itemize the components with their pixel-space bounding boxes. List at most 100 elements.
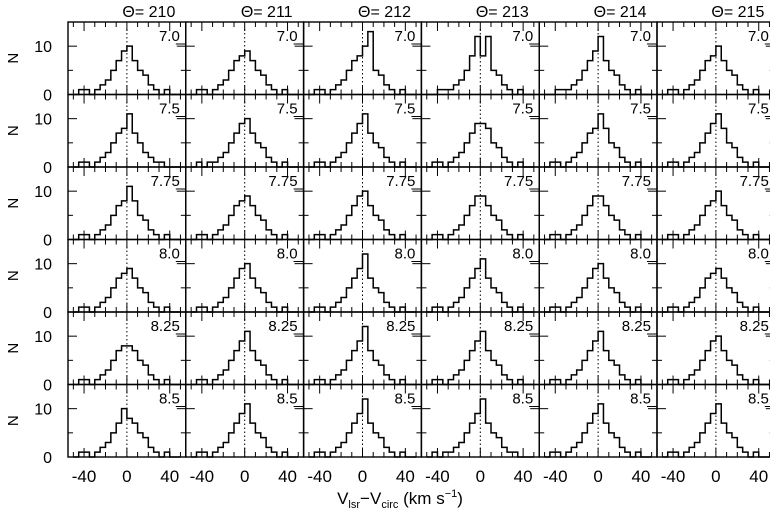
- panel-r4-c3: 8.25: [420, 311, 540, 386]
- y-tick-label: 0: [43, 233, 52, 250]
- panel-r5-c3: 8.5: [420, 383, 540, 458]
- histogram-series: [544, 113, 652, 168]
- histogram-series: [662, 403, 770, 458]
- panel-r5-c5: 8.5: [656, 383, 770, 458]
- x-tick-label: -40: [307, 467, 332, 486]
- r-value-label: 8.25: [740, 318, 769, 335]
- y-tick-label: 0: [43, 378, 52, 395]
- y-axis-title: N: [5, 198, 22, 209]
- r-value-label: 8.25: [386, 318, 415, 335]
- panel-r0-c1: 7.0: [185, 21, 305, 96]
- histogram-series: [191, 50, 299, 96]
- histogram-series: [544, 330, 652, 386]
- theta-column-label: Θ= 212: [358, 4, 411, 21]
- y-tick-label: 10: [34, 257, 52, 274]
- x-tick-label: 40: [514, 467, 533, 486]
- x-tick-label: 0: [358, 467, 367, 486]
- theta-column-label: Θ= 214: [594, 4, 647, 21]
- x-tick-label: -40: [72, 467, 97, 486]
- panel-r0-c2: 7.0: [302, 21, 423, 96]
- x-tick-label: 0: [711, 467, 720, 486]
- y-tick-label: 0: [43, 305, 52, 322]
- x-axis-title-unit: (km s: [398, 489, 444, 508]
- panel-r5-c4: 8.5: [538, 383, 658, 458]
- theta-column-label: Θ= 211: [241, 4, 293, 21]
- histogram-series: [426, 258, 534, 313]
- x-tick-label: -40: [661, 467, 686, 486]
- histogram-series: [544, 262, 652, 313]
- histogram-series: [191, 195, 299, 241]
- r-value-label: 8.0: [395, 246, 416, 263]
- r-value-label: 7.0: [277, 28, 298, 45]
- x-axis-title-minus: −V: [360, 489, 382, 508]
- x-tick-label: 40: [749, 467, 768, 486]
- labels-layer: Θ= 210 Θ= 211 Θ= 212 Θ= 213 Θ= 214 Θ= 215 N 0 10…: [5, 4, 768, 486]
- x-tick-label: 40: [631, 467, 650, 486]
- r-value-label: 7.0: [159, 28, 180, 45]
- y-axis-title: N: [5, 125, 22, 136]
- panel-r1-c1: 7.5: [185, 93, 305, 168]
- r-value-label: 7.75: [268, 173, 297, 190]
- panel-r0-c3: 7.0: [420, 21, 540, 96]
- x-axis-title-sub1: lsr: [348, 499, 360, 511]
- histogram-series: [662, 113, 770, 168]
- r-value-label: 8.0: [748, 246, 769, 263]
- histogram-series: [426, 330, 534, 386]
- theta-column-label: Θ= 213: [476, 4, 529, 21]
- panel-r4-c2: 8.25: [302, 311, 423, 386]
- histogram-series: [191, 117, 299, 168]
- panel-r2-c2: 7.75: [302, 166, 423, 241]
- y-tick-label: 0: [43, 88, 52, 105]
- x-axis-title-v: V: [337, 489, 349, 508]
- panel-r3-c2: 8.0: [302, 238, 423, 313]
- r-value-label: 8.5: [512, 391, 533, 408]
- histogram-series: [191, 262, 299, 313]
- histogram-series: [662, 190, 770, 241]
- r-value-label: 7.0: [512, 28, 533, 45]
- r-value-label: 8.5: [277, 391, 298, 408]
- r-value-label: 8.25: [151, 318, 180, 335]
- x-axis-title-close: ): [457, 489, 463, 508]
- panel-r1-c3: 7.5: [420, 93, 540, 168]
- histogram-series: [73, 185, 181, 241]
- panel-r5-c2: 8.5: [302, 383, 423, 458]
- r-value-label: 8.5: [395, 391, 416, 408]
- panel-r3-c3: 8.0: [420, 238, 540, 313]
- histogram-series: [544, 403, 652, 458]
- r-value-label: 7.5: [630, 101, 651, 118]
- panel-r2-c4: 7.75: [538, 166, 658, 241]
- theta-column-label: Θ= 210: [122, 4, 175, 21]
- panel-r0-c4: 7.0: [538, 21, 658, 96]
- histogram-series: [308, 190, 417, 241]
- histogram-series: [73, 267, 181, 313]
- r-value-label: 8.25: [268, 318, 297, 335]
- r-value-label: 7.0: [395, 28, 416, 45]
- histogram-series: [308, 253, 417, 313]
- r-value-label: 8.5: [159, 391, 180, 408]
- histogram-series: [191, 330, 299, 386]
- x-tick-label: -40: [543, 467, 568, 486]
- histogram-series: [308, 30, 417, 96]
- panel-r0-c5: 7.0: [656, 21, 770, 96]
- y-axis-title: N: [5, 270, 22, 281]
- r-value-label: 7.0: [748, 28, 769, 45]
- x-tick-label: -40: [425, 467, 450, 486]
- panel-r2-c0: 7.75: [67, 166, 187, 241]
- r-value-label: 8.0: [159, 246, 180, 263]
- r-value-label: 7.75: [622, 173, 651, 190]
- panel-r1-c0: 7.5: [67, 93, 187, 168]
- panel-r2-c1: 7.75: [185, 166, 305, 241]
- r-value-label: 7.75: [504, 173, 533, 190]
- r-value-label: 7.0: [630, 28, 651, 45]
- panel-r4-c1: 8.25: [185, 311, 305, 386]
- histogram-series: [73, 407, 181, 458]
- panel-r1-c5: 7.5: [656, 93, 770, 168]
- panel-r2-c5: 7.75: [656, 166, 770, 241]
- y-tick-label: 10: [34, 329, 52, 346]
- histogram-series: [662, 335, 770, 386]
- panel-r1-c2: 7.5: [302, 93, 423, 168]
- r-value-label: 7.75: [151, 173, 180, 190]
- histogram-series: [426, 398, 534, 458]
- y-tick-label: 0: [43, 160, 52, 177]
